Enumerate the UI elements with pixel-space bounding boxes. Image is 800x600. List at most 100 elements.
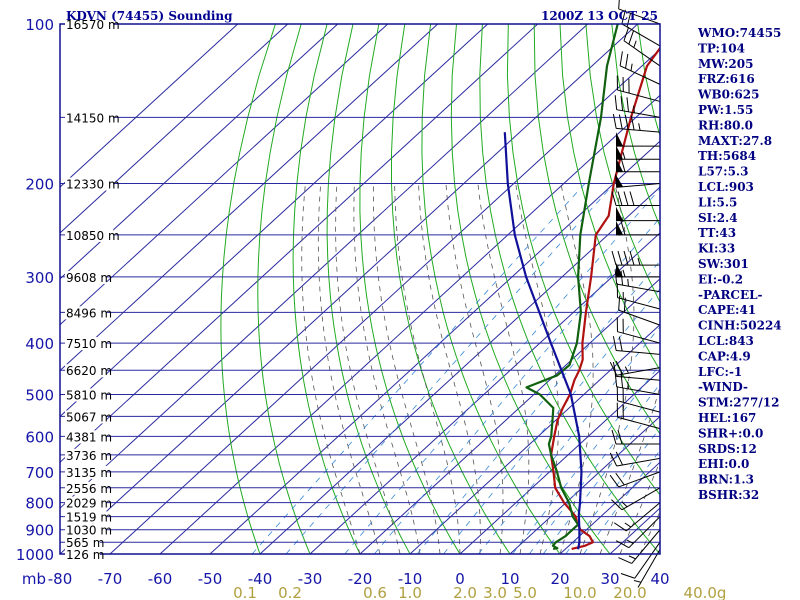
wind-barb — [633, 549, 661, 588]
moist-adiabat-line — [418, 183, 481, 554]
wind-barb-feather — [615, 540, 630, 549]
wind-barb-feather — [630, 115, 635, 131]
wind-barb-feather — [623, 250, 629, 266]
wind-barb-feather — [609, 452, 618, 467]
height-label-bg — [65, 430, 107, 444]
wind-barb-feather — [618, 336, 623, 352]
index-value: LCL:903 — [698, 180, 754, 194]
height-label: 3736 m — [66, 449, 112, 463]
height-label: 9608 m — [66, 271, 112, 285]
wind-barb — [616, 145, 660, 160]
wind-barb-feather — [619, 51, 623, 66]
wind-barb-pennant — [616, 132, 623, 147]
wind-barb-feather — [611, 429, 617, 445]
height-label-bg — [65, 364, 107, 378]
wind-barb-staff — [617, 297, 661, 310]
pressure-tick-label: 100 — [25, 16, 54, 34]
wind-barb-staff — [616, 183, 661, 188]
wind-barb-feather — [612, 113, 617, 129]
wind-barb — [619, 51, 661, 85]
pressure-tick-label: 300 — [25, 269, 54, 287]
pressure-tick-label: 600 — [25, 428, 54, 446]
index-value: LI:5.5 — [698, 195, 737, 209]
plot-frame — [59, 23, 661, 555]
temperature-axis-labels: -80 -70 -60 -50 -40 -30 -20 -10 0 10 20 30 40 — [48, 570, 670, 588]
height-label: 1030 m — [66, 524, 112, 538]
wind-barb-half-feather — [620, 369, 623, 377]
index-value: SI:2.4 — [698, 211, 738, 225]
index-value: BSHR:32 — [698, 488, 759, 502]
temperature-tick-label: -60 — [148, 570, 173, 588]
wind-barb-pennant — [616, 220, 623, 235]
height-label: 8496 m — [66, 306, 112, 320]
index-value: FRZ:616 — [698, 72, 755, 86]
height-label: 3135 m — [66, 466, 112, 480]
index-value: -WIND- — [698, 380, 748, 394]
pressure-tick-label: 500 — [25, 386, 54, 404]
index-value: WB0:625 — [697, 88, 759, 102]
wind-barb-feather — [623, 297, 626, 313]
wind-barb-staff — [616, 367, 661, 376]
pressure-tick-label: 800 — [25, 495, 54, 513]
wind-barb-staff — [628, 516, 661, 549]
moist-adiabat-line — [515, 183, 559, 554]
wind-barb — [609, 471, 661, 488]
height-label-bg — [65, 496, 107, 510]
height-label: 4381 m — [66, 430, 112, 444]
pressure-axis-labels: 100 200 300 400 500 600 700 800 900 1000 — [16, 16, 54, 564]
temperature-tick-label: -10 — [398, 570, 423, 588]
wind-barb-half-feather — [627, 381, 629, 389]
chart-timestamp: 1200Z 13 OCT 25 — [541, 9, 658, 23]
height-label-bg — [65, 465, 107, 479]
wind-barb — [614, 372, 661, 395]
wind-barb-feather — [617, 250, 623, 266]
wind-barb-staff — [618, 8, 661, 25]
temperature-tick-label: 30 — [600, 570, 619, 588]
height-label-bg — [65, 523, 107, 537]
wind-barb-feather — [618, 0, 620, 9]
wind-barb-half-feather — [630, 63, 633, 71]
index-value: EI:-0.2 — [698, 272, 743, 286]
height-label-bg — [65, 111, 114, 125]
index-value: KI:33 — [698, 242, 735, 256]
wind-barb-staff — [616, 375, 661, 381]
mixing-ratio-tick-label: 10.0 — [563, 584, 596, 600]
height-label: 7510 m — [66, 337, 112, 351]
wind-barb-feather — [617, 429, 623, 445]
wind-barb — [620, 541, 661, 579]
height-label-bg — [65, 18, 114, 31]
isotherm-line — [60, 24, 639, 554]
dewpoint-profile-line — [525, 24, 619, 550]
wind-barb-staff — [617, 416, 661, 430]
height-label: 5067 m — [66, 410, 112, 424]
mixing-ratio-tick-label: 40.0g — [684, 584, 727, 600]
temperature-tick-label: 20 — [550, 570, 569, 588]
moist-adiabat-line — [477, 183, 530, 554]
wind-barb-feather — [618, 557, 632, 564]
wind-barb-half-feather — [633, 105, 635, 113]
mixing-ratio-tick-label: 2.0 — [453, 584, 477, 600]
wind-barb-feather — [625, 53, 629, 69]
isotherm-line — [60, 24, 489, 418]
index-value: CAPE:41 — [698, 303, 756, 317]
wind-barb — [616, 386, 661, 413]
height-labels: 16570 m 14150 m 12330 m 10850 m 9608 m 8496 m… — [65, 18, 120, 562]
height-label-bg — [65, 337, 107, 351]
index-value: TH:5684 — [698, 149, 756, 163]
pressure-tick-label: 700 — [25, 464, 54, 482]
mixing-ratio-labels: 0.1 0.2 0.6 1.0 2.0 3.0 5.0 10.0 20.0 40.0g — [233, 584, 726, 600]
wind-barb-feather — [626, 97, 629, 112]
wind-barb — [614, 269, 661, 293]
mixing-ratio-tick-label: 0.2 — [278, 584, 302, 600]
wind-barb — [618, 529, 661, 564]
temperature-tick-label: -20 — [348, 570, 373, 588]
wind-barb-staff — [637, 549, 661, 588]
wind-barb — [616, 157, 660, 173]
height-label-bg — [65, 177, 114, 191]
wind-barb-feather — [620, 373, 624, 388]
wind-barb-feather — [620, 573, 635, 579]
wind-barb-staff — [617, 89, 661, 102]
